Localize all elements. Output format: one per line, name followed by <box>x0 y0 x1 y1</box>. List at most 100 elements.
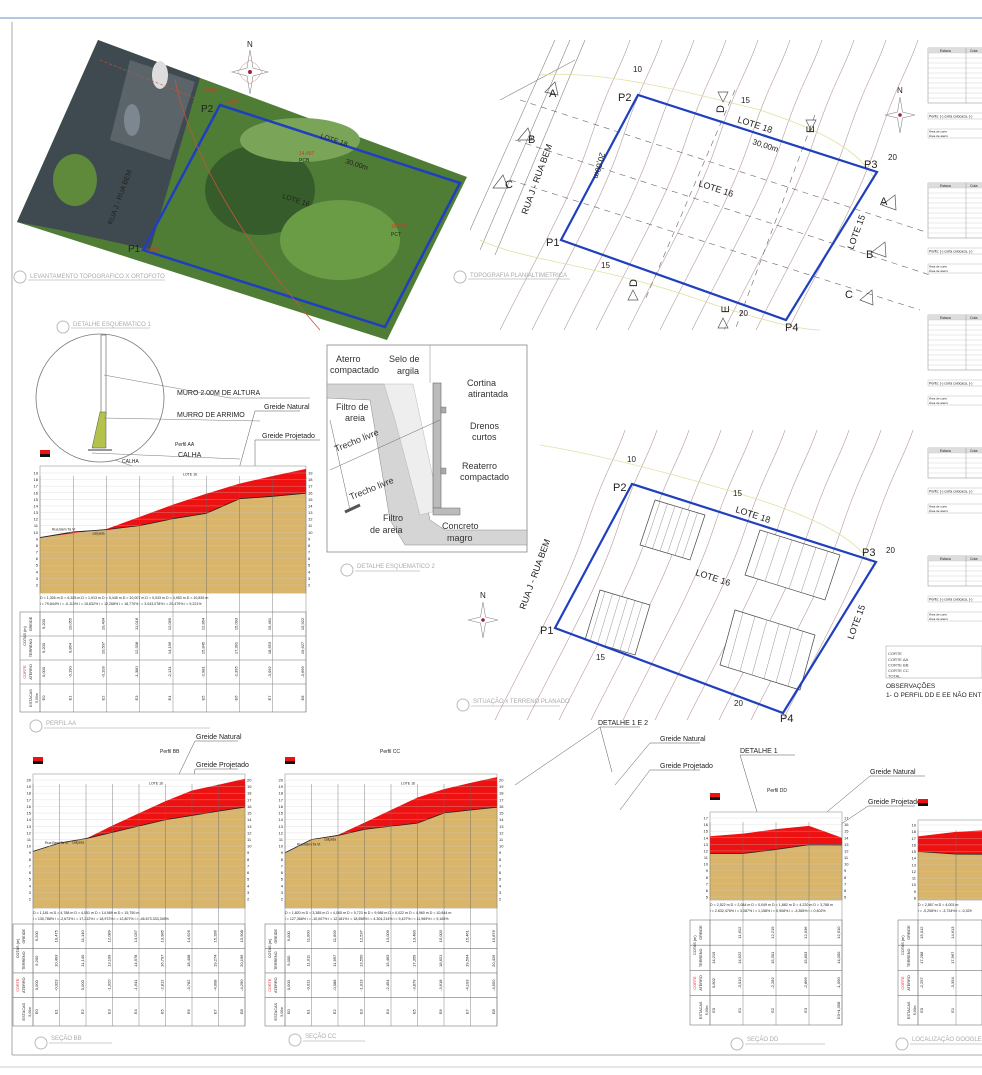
contour-line <box>526 429 658 721</box>
table-row-header: ATERRO <box>22 977 26 993</box>
y-tick-label: 11 <box>27 837 32 842</box>
elevation-table: Estaca Cota Perfis: (-) corta colocaca, (-… <box>927 314 982 406</box>
table-cell: 12,065 <box>167 617 172 630</box>
y-tick-label: 7 <box>281 863 284 868</box>
detail-callout: DETALHE 1 <box>740 748 778 755</box>
point-p2-label: P2 <box>618 92 631 104</box>
svg-text:LOCALIZAÇÃO GOOGLE: LOCALIZAÇÃO GOOGLE <box>912 1036 982 1043</box>
contour-label: 10 <box>633 65 642 74</box>
north-arrow-icon: N <box>467 591 499 639</box>
segment-distances: D = 2,522 m D = 2,084 m D = 0,049 m D = … <box>710 903 833 907</box>
y-tick-label: 11 <box>34 523 39 528</box>
y-tick-label: 9 <box>29 850 32 855</box>
table-cell: 10,507 <box>101 641 106 654</box>
table-cell: E1 <box>950 1007 955 1013</box>
svg-text:LEVANTAMENTO TOPOGRAFICO X ORT: LEVANTAMENTO TOPOGRAFICO X ORTOFOTO <box>30 274 165 280</box>
section-label: B <box>866 249 873 261</box>
y-tick-label: 15 <box>844 829 849 834</box>
y-tick-label: 9 <box>308 536 311 541</box>
observations-title: OBSERVAÇÕES <box>886 681 936 690</box>
table-cell: 14,622 <box>737 951 742 964</box>
table-header: Cota <box>970 316 977 320</box>
table-cell: 20,426 <box>491 954 496 967</box>
y-tick-label: 13 <box>34 510 39 515</box>
y-tick-label: 16 <box>844 822 849 827</box>
projected-grade-label: Greide Projetado <box>262 433 315 440</box>
y-tick-label: 15 <box>279 811 284 816</box>
table-cell: E6 <box>234 695 239 701</box>
table-cell: 12,338 <box>134 641 139 654</box>
table-cell: -3,618 <box>438 979 443 991</box>
point-p3-label: P3 <box>862 547 875 559</box>
profile-table <box>897 919 982 1026</box>
table-cell: E1 <box>737 1007 742 1013</box>
y-tick-label: 17 <box>27 797 32 802</box>
aerial-photo: P2 P1 9,570 9,993 14,457 PCB 16,256 PCT … <box>17 40 467 340</box>
table-cell: 11,612 <box>737 926 742 939</box>
y-tick-label: 8 <box>706 875 709 880</box>
natural-grade-label: Greide Natural <box>660 736 706 743</box>
table-cell: -0,103 <box>101 666 106 678</box>
label-clay-seal: Selo de <box>389 354 420 364</box>
north-arrow-icon: N <box>230 40 270 95</box>
hatch-line <box>644 501 661 547</box>
hatch-line <box>627 602 643 653</box>
table-cell: E2 <box>101 695 106 701</box>
contour-line <box>782 429 914 721</box>
y-tick-label: 14 <box>308 503 313 508</box>
table-cell: -3,092 <box>267 666 272 678</box>
y-tick-label: 3 <box>308 576 311 581</box>
svg-text:CORTE AA: CORTE AA <box>888 657 908 662</box>
hatch-line <box>682 512 698 558</box>
svg-text:SEÇÃO DD: SEÇÃO DD <box>747 1036 779 1043</box>
table-cell: 12,936 <box>803 926 808 939</box>
projected-grade-label: Greide Projetado <box>868 799 921 806</box>
hatch-line <box>775 627 792 683</box>
graded-site-plan: P1 P2 P3 P4 LOTE 18 LOTE 16 RUA J - RUA … <box>494 429 914 725</box>
table-cell: E3 <box>134 695 139 701</box>
legend-fill-swatch <box>710 797 720 800</box>
table-group-header: CORTE <box>16 978 20 992</box>
y-tick-label: 11 <box>247 837 252 842</box>
y-tick-label: 9 <box>247 850 250 855</box>
table-cell: -3,010 <box>737 977 742 989</box>
lot-label: LOTE 16 <box>183 473 197 477</box>
sidewalk-label: calçada <box>93 532 105 536</box>
hatch-line <box>787 631 804 687</box>
elevation-table: Estaca Cota Perfis: (-) corta colocaca, (-… <box>927 47 982 139</box>
table-header: Estaca <box>940 184 951 188</box>
table-cell: 10,493 <box>54 954 59 967</box>
fill-area-label: Área de aterro <box>929 617 949 621</box>
ground-fill <box>918 851 982 900</box>
table-cell: 10,475 <box>54 929 59 942</box>
y-tick-label: 13 <box>247 824 252 829</box>
table-cell: 15,461 <box>267 617 272 630</box>
y-tick-label: 2 <box>281 897 284 902</box>
svg-text:CORTE BB: CORTE BB <box>888 663 909 668</box>
table-cell: 9,864 <box>67 642 72 653</box>
table-cell: -2,812 <box>160 979 165 991</box>
profile-note: Perfis: (-) corta colocaca, (-) <box>929 382 972 386</box>
table-cell: 11,140 <box>80 929 85 942</box>
table-cell: E7 <box>465 1009 470 1015</box>
profile-table <box>19 611 307 713</box>
profile-note: Perfis: (-) corta colocaca, (-) <box>929 490 972 494</box>
street-label: Rua Bem Ta Vi <box>45 841 68 845</box>
drawing-title-11: DETALHE ESQUEMATICO 2 <box>340 563 435 577</box>
y-tick-label: 14 <box>499 817 504 822</box>
table-cell: -0,088 <box>332 979 337 991</box>
y-tick-label: 9 <box>499 850 502 855</box>
y-tick-label: 5 <box>36 563 39 568</box>
table-row-header: ESTACAS <box>699 1001 703 1019</box>
table-cell: 12,910 <box>836 926 841 939</box>
y-tick-label: 11 <box>704 855 709 860</box>
drawing-title-05: SEÇÃO BB <box>34 1035 112 1050</box>
y-tick-label: 6 <box>308 556 311 561</box>
hatch-line <box>776 539 793 586</box>
y-tick-label: 16 <box>499 804 504 809</box>
y-tick-label: 8 <box>499 857 502 862</box>
table-row-header: ATERRO <box>907 975 911 991</box>
profile-ee: 8899101011111212131314141515161617171818… <box>897 799 982 1026</box>
